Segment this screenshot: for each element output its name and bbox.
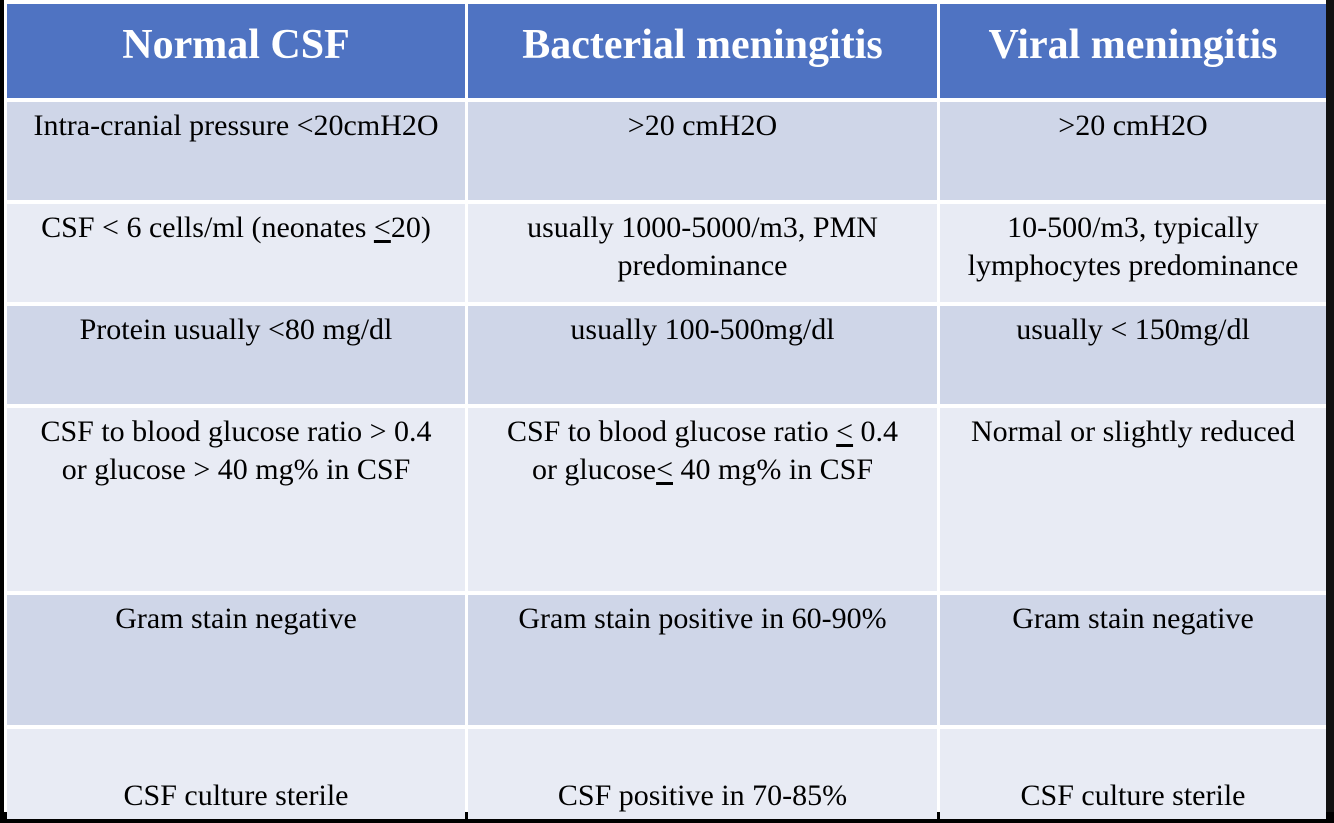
cell-bacterial-culture: CSF positive in 70-85% [468,729,937,819]
table-row-protein: Protein usually <80 mg/dl usually 100-50… [7,306,1326,404]
cell-bacterial-gram: Gram stain positive in 60-90% [468,595,937,725]
cell-normal-culture: CSF culture sterile [7,729,465,819]
csf-comparison-table: Normal CSF Bacterial meningitis Viral me… [4,0,1329,823]
cell-bacterial-glucose-line2: or glucose< 40 mg% in CSF [472,451,933,489]
cell-viral-cells-line2: lymphocytes predominance [967,249,1299,282]
cell-viral-cells-line1: 10-500/m3, typically [1007,211,1259,244]
cell-viral-protein: usually < 150mg/dl [940,306,1326,404]
cell-bacterial-glucose: CSF to blood glucose ratio < 0.4 or gluco… [468,408,937,591]
less-equal-sign: < [373,211,391,244]
cell-viral-pressure: >20 cmH2O [940,102,1326,200]
header-normal-csf: Normal CSF [7,4,465,98]
cell-normal-glucose-line1: CSF to blood glucose ratio > 0.4 [40,415,432,448]
table-row-pressure: Intra-cranial pressure <20cmH2O >20 cmH2… [7,102,1326,200]
cell-bacterial-cells: usually 1000-5000/m3, PMN predominance [468,204,937,302]
cell-normal-cells-text: CSF < 6 cells/ml (neonates [41,211,374,244]
table-row-gram-stain: Gram stain negative Gram stain positive … [7,595,1326,725]
cell-normal-glucose: CSF to blood glucose ratio > 0.4 or gluco… [7,408,465,591]
glucose-line2-text-end: 40 mg% in CSF [673,453,874,486]
header-row: Normal CSF Bacterial meningitis Viral me… [7,4,1326,98]
slide-frame: Normal CSF Bacterial meningitis Viral me… [4,0,1326,819]
cell-viral-gram: Gram stain negative [940,595,1326,725]
cell-bacterial-protein: usually 100-500mg/dl [468,306,937,404]
less-equal-sign: < [656,453,673,486]
header-bacterial-meningitis: Bacterial meningitis [468,4,937,98]
cell-viral-glucose: Normal or slightly reduced [940,408,1326,591]
cell-bacterial-cells-line1: usually 1000-5000/m3, PMN [527,211,878,244]
cell-bacterial-pressure: >20 cmH2O [468,102,937,200]
cell-viral-culture: CSF culture sterile [940,729,1326,819]
cell-normal-gram: Gram stain negative [7,595,465,725]
table-row-glucose: CSF to blood glucose ratio > 0.4 or gluco… [7,408,1326,591]
header-viral-meningitis: Viral meningitis [940,4,1326,98]
table-row-cells: CSF < 6 cells/ml (neonates <20) usually … [7,204,1326,302]
cell-normal-glucose-line2: or glucose > 40 mg% in CSF [61,453,411,486]
cell-normal-cells-text-end: 20) [390,211,431,244]
table-row-culture: CSF culture sterile CSF positive in 70-8… [7,729,1326,819]
glucose-line2-text: or glucose [531,453,657,486]
less-equal-sign: < [836,415,854,448]
cell-normal-protein: Protein usually <80 mg/dl [7,306,465,404]
cell-normal-cells: CSF < 6 cells/ml (neonates <20) [7,204,465,302]
glucose-line1-text-end: 0.4 [853,415,899,448]
cell-normal-pressure: Intra-cranial pressure <20cmH2O [7,102,465,200]
window-edge [1326,0,1334,812]
glucose-line1-text: CSF to blood glucose ratio [506,415,837,448]
cell-viral-cells: 10-500/m3, typically lymphocytes predomin… [940,204,1326,302]
cell-bacterial-glucose-line1: CSF to blood glucose ratio < 0.4 [472,413,933,451]
cell-bacterial-cells-line2: predominance [617,249,788,282]
